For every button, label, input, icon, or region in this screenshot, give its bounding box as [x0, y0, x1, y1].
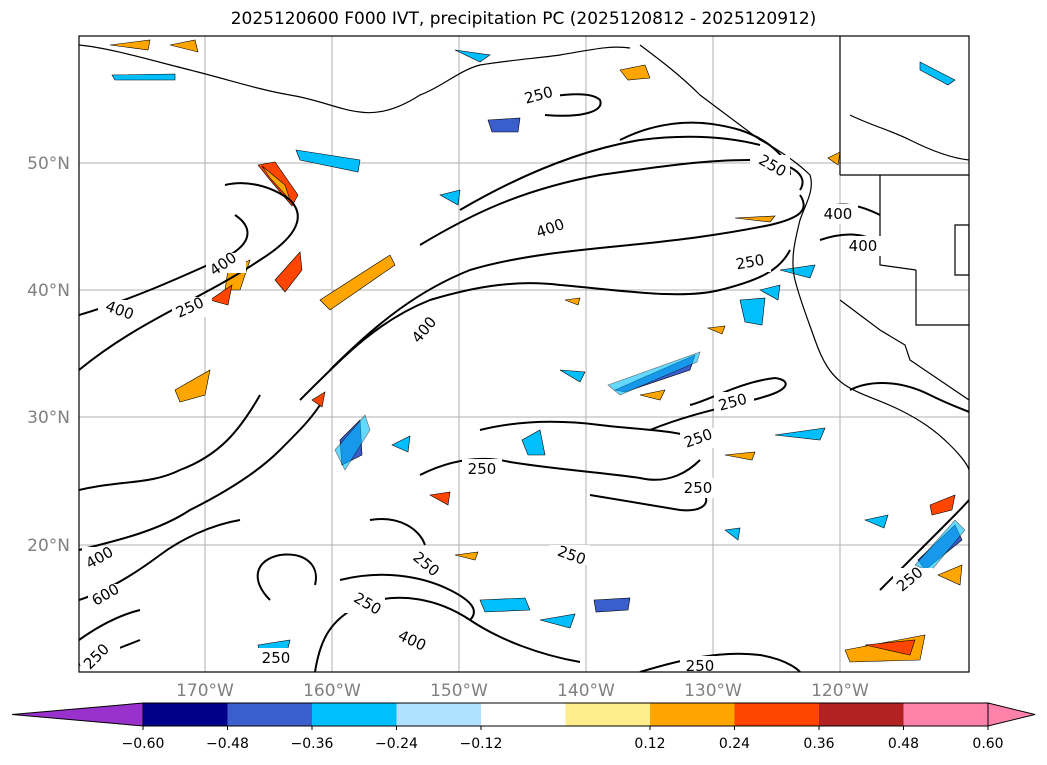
lat-label: 30°N	[27, 408, 70, 428]
contour-label: 250	[684, 479, 713, 497]
lat-label: 50°N	[27, 154, 70, 174]
contour-label: 400	[849, 237, 878, 255]
contour-label: 400	[824, 205, 853, 223]
colorbar-bin	[228, 703, 313, 726]
colorbar-tick-label: −0.36	[291, 736, 334, 752]
longitude-labels: 170°W 160°W 150°W 140°W 130°W 120°W	[176, 681, 869, 701]
colorbar-bin	[143, 703, 228, 726]
colorbar-bin	[819, 703, 904, 726]
colorbar-bin	[735, 703, 820, 726]
colorbar-bin	[904, 703, 989, 726]
colorbar-bin	[481, 703, 566, 726]
colorbar-tick-label: 0.24	[719, 736, 750, 752]
colorbar-bin	[397, 703, 482, 726]
lon-label: 160°W	[303, 681, 361, 701]
colorbar-bin	[650, 703, 735, 726]
colorbar-tick-label: 0.12	[634, 736, 665, 752]
colorbar-tick-label: −0.60	[122, 736, 165, 752]
lat-label: 20°N	[27, 536, 70, 556]
colorbar-bin	[566, 703, 651, 726]
colorbar-tick-label: −0.48	[206, 736, 249, 752]
contour-label: 250	[468, 460, 497, 478]
lon-label: 140°W	[557, 681, 615, 701]
colorbar-under-arrow	[12, 703, 143, 726]
colorbar-tick-label: −0.12	[460, 736, 503, 752]
lon-label: 130°W	[684, 681, 742, 701]
colorbar-bin	[312, 703, 397, 726]
colorbar-tick-label: 0.60	[972, 736, 1003, 752]
colorbar-tick-label: 0.48	[888, 736, 919, 752]
lon-label: 120°W	[811, 681, 869, 701]
lat-label: 40°N	[27, 281, 70, 301]
colorbar: −0.60 −0.48 −0.36 −0.24 −0.12 0.12 0.24 0.36 0.4…	[12, 703, 1035, 752]
colorbar-over-arrow	[988, 703, 1035, 726]
contour-label: 250	[262, 649, 291, 667]
latitude-labels: 50°N 40°N 30°N 20°N	[27, 154, 70, 556]
colorbar-tick-label: 0.36	[803, 736, 834, 752]
colorbar-tick-label: −0.24	[375, 736, 418, 752]
lon-label: 170°W	[176, 681, 234, 701]
lon-label: 150°W	[430, 681, 488, 701]
map-panel	[79, 36, 969, 672]
